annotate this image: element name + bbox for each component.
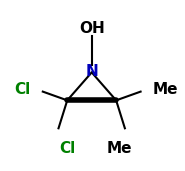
Text: OH: OH [79,21,105,36]
Text: Me: Me [107,141,132,155]
Text: Me: Me [153,82,178,97]
Text: N: N [85,64,98,79]
Text: Cl: Cl [14,82,31,97]
Text: Cl: Cl [59,141,75,155]
